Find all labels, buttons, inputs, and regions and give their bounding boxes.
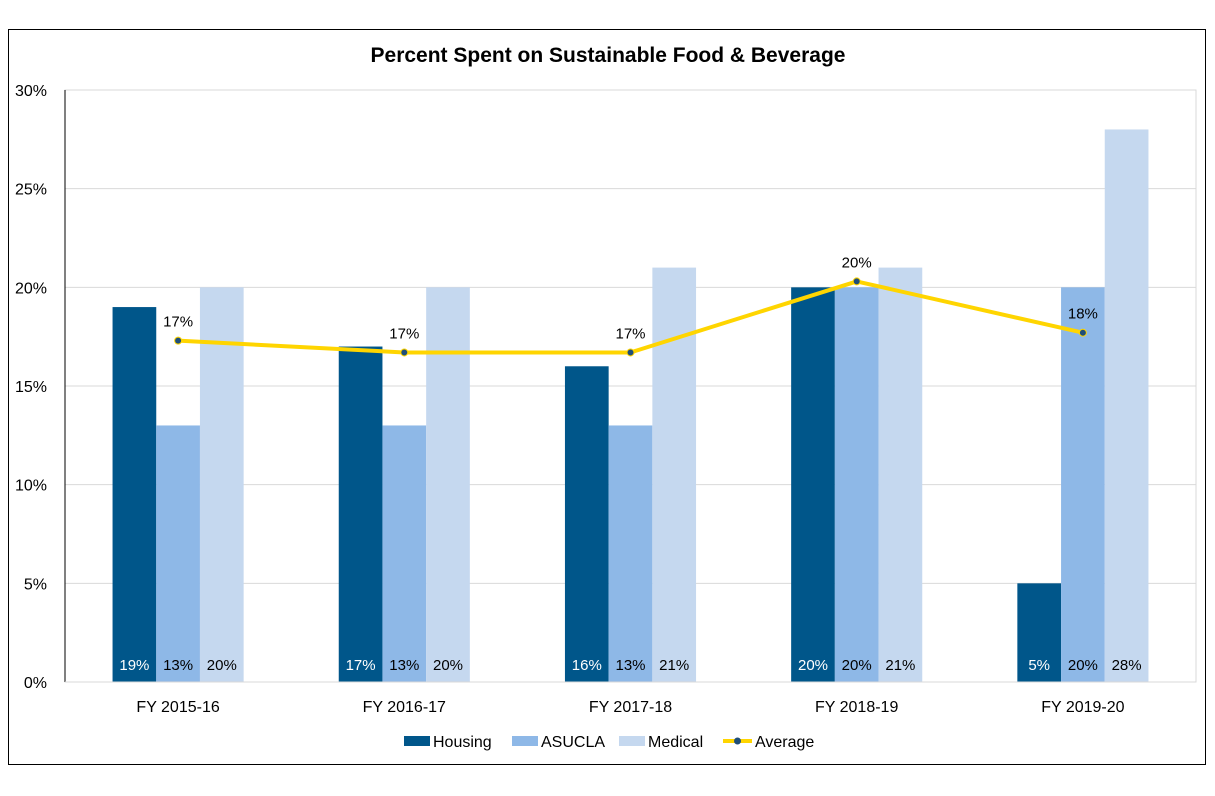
bar-asucla: [608, 425, 653, 682]
legend-label-asucla: ASUCLA: [541, 734, 605, 751]
legend-swatch-asucla: [512, 736, 538, 746]
chart-title: Percent Spent on Sustainable Food & Beve…: [371, 44, 846, 67]
bar-data-label: 16%: [572, 657, 602, 674]
x-tick-label: FY 2015-16: [136, 699, 219, 716]
bar-housing: [112, 307, 157, 682]
average-data-label: 17%: [389, 325, 419, 342]
bar-medical: [199, 287, 244, 682]
legend-label-average: Average: [755, 734, 814, 751]
bar-asucla: [156, 425, 200, 682]
legend-swatch-medical: [619, 736, 645, 746]
bar-data-label: 21%: [885, 657, 915, 674]
bar-medical: [1104, 129, 1149, 682]
bar-housing: [1017, 583, 1062, 682]
bar-medical: [426, 287, 470, 682]
bars: [112, 129, 1149, 682]
bar-data-label: 20%: [207, 657, 237, 674]
bar-data-label: 13%: [163, 657, 193, 674]
bar-asucla: [834, 287, 879, 682]
gridlines: [64, 89, 1197, 683]
bar-data-label: 20%: [842, 657, 872, 674]
bar-medical: [878, 267, 923, 682]
average-data-label: 18%: [1068, 306, 1098, 323]
average-marker: [1078, 328, 1087, 337]
average-marker: [626, 348, 635, 357]
bar-data-label: 17%: [346, 657, 376, 674]
bar-medical: [652, 267, 697, 682]
y-tick-label: 15%: [15, 379, 47, 396]
bar-data-label: 28%: [1112, 657, 1142, 674]
average-data-label: 20%: [842, 254, 872, 271]
legend-marker: [734, 737, 741, 745]
average-data-label: 17%: [615, 325, 645, 342]
bar-data-label: 13%: [389, 657, 419, 674]
y-tick-label: 10%: [15, 478, 47, 495]
x-tick-label: FY 2018-19: [815, 699, 898, 716]
bar-data-label: 21%: [659, 657, 689, 674]
y-axis: 0% 5% 10% 15% 20% 25% 30%: [15, 83, 66, 692]
bar-data-label: 19%: [119, 657, 149, 674]
legend: Housing ASUCLA Medical Average: [404, 734, 814, 751]
y-tick-label: 30%: [15, 83, 47, 100]
average-marker: [852, 277, 861, 286]
average-line: 17% 17% 17% 20% 18%: [163, 254, 1098, 357]
average-marker: [400, 348, 409, 357]
bar-housing: [564, 366, 609, 682]
bar-data-label: 20%: [433, 657, 463, 674]
bar-asucla: [1061, 287, 1105, 682]
bar-asucla: [382, 425, 427, 682]
legend-label-housing: Housing: [433, 734, 492, 751]
bar-data-label: 20%: [798, 657, 828, 674]
average-data-label: 17%: [163, 314, 193, 331]
x-tick-label: FY 2016-17: [363, 699, 446, 716]
bar-data-label: 13%: [615, 657, 645, 674]
bar-data-label: 20%: [1068, 657, 1098, 674]
bar-housing: [791, 287, 835, 682]
average-marker: [174, 336, 183, 345]
legend-label-medical: Medical: [648, 734, 703, 751]
x-tick-label: FY 2019-20: [1041, 699, 1124, 716]
y-tick-label: 25%: [15, 182, 47, 199]
x-axis: FY 2015-16 FY 2016-17 FY 2017-18 FY 2018-19…: [65, 681, 1196, 716]
y-tick-label: 0%: [24, 675, 47, 692]
y-tick-label: 20%: [15, 280, 47, 297]
x-tick-label: FY 2017-18: [589, 699, 672, 716]
bar-housing: [338, 346, 383, 682]
legend-swatch-housing: [404, 736, 430, 746]
bar-data-label: 5%: [1028, 657, 1050, 674]
bar-labels: 19% 13% 20% 17% 13% 20% 16% 13% 21% 20% 20% 21% 5% 20…: [119, 657, 1141, 674]
y-tick-label: 5%: [24, 576, 47, 593]
